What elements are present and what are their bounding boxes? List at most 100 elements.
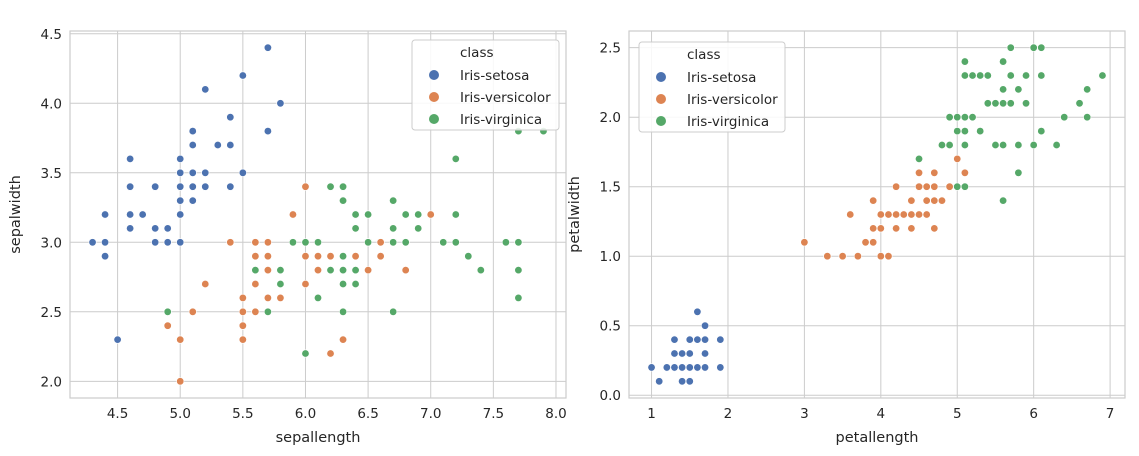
data-point (238, 335, 247, 344)
x-tick-label: 4 (877, 406, 886, 422)
data-point (188, 127, 197, 136)
data-point (301, 182, 310, 191)
data-point (976, 71, 985, 80)
data-point (389, 307, 398, 316)
data-point (930, 196, 939, 205)
data-point (401, 266, 410, 275)
data-point (351, 224, 360, 233)
data-point (439, 238, 448, 247)
y-tick-label: 2.0 (600, 110, 621, 126)
data-point (126, 154, 135, 163)
data-point (930, 182, 939, 191)
data-point (960, 140, 969, 149)
data-point (907, 224, 916, 233)
data-point (176, 196, 185, 205)
data-point (339, 182, 348, 191)
data-point (907, 196, 916, 205)
x-tick-label: 6 (1029, 406, 1038, 422)
x-tick-label: 5 (953, 406, 962, 422)
data-point (960, 57, 969, 66)
data-point (113, 335, 122, 344)
data-point (647, 363, 656, 372)
data-point (163, 321, 172, 330)
legend-box (411, 39, 560, 131)
data-point (976, 127, 985, 136)
y-tick-label: 3.0 (41, 235, 62, 251)
right-scatter-plot: 1 2 3 4 5 6 7 0.0 0.5 1.0 1.5 2.0 2.5 petallength peta… (567, 30, 1126, 446)
data-point (960, 168, 969, 177)
x-tick-label: 5.5 (232, 406, 253, 422)
data-point (999, 57, 1008, 66)
data-point (991, 140, 1000, 149)
data-point (915, 168, 924, 177)
data-point (101, 252, 110, 261)
legend-entry: Iris-versicolor (460, 90, 551, 106)
data-point (238, 321, 247, 330)
left-scatter-plot: 4.5 5.0 5.5 6.0 6.5 7.0 7.5 8.0 2.0 2.5 3.0 3.5 4.0 4… (8, 27, 567, 446)
legend-marker (656, 94, 666, 104)
data-point (693, 363, 702, 372)
data-point (678, 363, 687, 372)
data-point (693, 335, 702, 344)
x-tick-label: 7.0 (420, 406, 441, 422)
data-point (301, 238, 310, 247)
data-point (326, 349, 335, 358)
legend-marker (429, 70, 439, 80)
data-point (126, 224, 135, 233)
data-point (701, 349, 710, 358)
data-point (716, 363, 725, 372)
data-point (126, 210, 135, 219)
data-point (188, 196, 197, 205)
data-point (389, 224, 398, 233)
y-tick-label: 1.0 (600, 249, 621, 265)
plot-frame (628, 30, 1126, 399)
data-point (389, 238, 398, 247)
data-point (389, 196, 398, 205)
data-point (251, 280, 260, 289)
x-tick-label: 6.0 (295, 406, 316, 422)
data-point (339, 307, 348, 316)
data-point (1029, 140, 1038, 149)
data-point (1014, 140, 1023, 149)
data-point (201, 280, 210, 289)
data-point (476, 266, 485, 275)
data-point (869, 224, 878, 233)
data-point (907, 210, 916, 219)
data-point (922, 210, 931, 219)
data-point (716, 335, 725, 344)
data-point (176, 335, 185, 344)
data-point (414, 210, 423, 219)
data-point (414, 224, 423, 233)
x-tick-label: 2 (724, 406, 733, 422)
data-point (1006, 99, 1015, 108)
data-point (670, 349, 679, 358)
data-point (138, 210, 147, 219)
data-point (238, 307, 247, 316)
data-point (999, 99, 1008, 108)
data-point (288, 210, 297, 219)
y-tick-label: 4.0 (41, 96, 62, 112)
data-point (876, 210, 885, 219)
data-point (126, 182, 135, 191)
x-tick-label: 5.0 (169, 406, 190, 422)
data-point (1014, 168, 1023, 177)
data-point (201, 85, 210, 94)
data-point (1060, 113, 1069, 122)
data-point (251, 238, 260, 247)
data-point (953, 113, 962, 122)
data-point (1052, 140, 1061, 149)
data-point (351, 280, 360, 289)
data-point (176, 238, 185, 247)
data-point (945, 140, 954, 149)
data-point (701, 321, 710, 330)
data-point (251, 307, 260, 316)
data-point (953, 127, 962, 136)
data-point (176, 182, 185, 191)
data-point (915, 210, 924, 219)
data-point (968, 71, 977, 80)
x-tick-label: 8.0 (545, 406, 566, 422)
data-point (915, 182, 924, 191)
data-point (884, 252, 893, 261)
legend-marker (429, 92, 439, 102)
data-point (1075, 99, 1084, 108)
